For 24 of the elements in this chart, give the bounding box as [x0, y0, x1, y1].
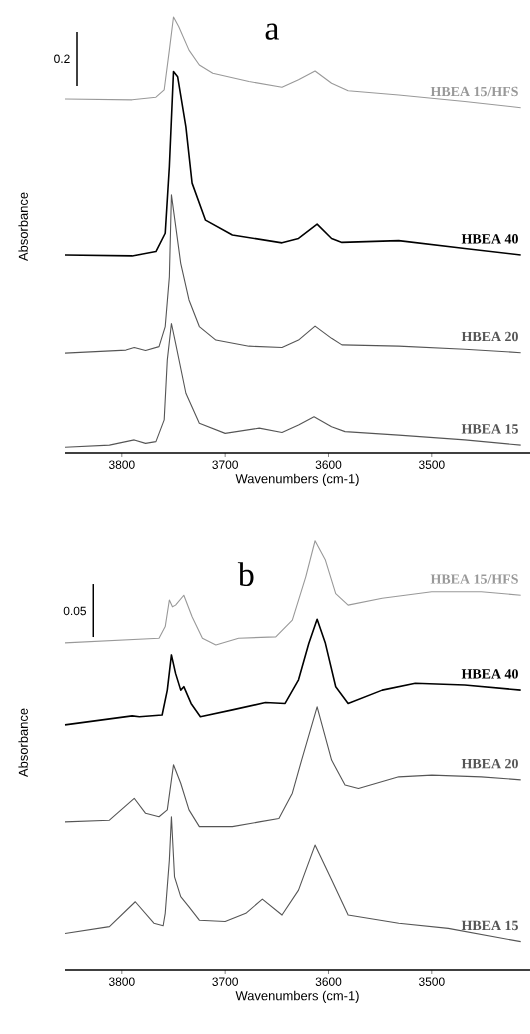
- x-tick-label: 3800: [108, 460, 135, 469]
- x-tick-label: 3800: [108, 977, 135, 986]
- series-label: HBEA 15/HFS: [430, 86, 518, 97]
- x-tick-label: 3500: [418, 460, 445, 469]
- x-tick-label: 3700: [212, 460, 238, 469]
- series-label: HBEA 40: [461, 234, 518, 244]
- chart-title: b: [237, 562, 254, 587]
- series-label: HBEA 15/HFS: [430, 574, 518, 584]
- series-label: HBEA 15: [461, 920, 518, 931]
- series-label: HBEA 20: [461, 331, 518, 342]
- chart-title: a: [265, 23, 279, 40]
- series-label: HBEA 15: [461, 424, 518, 434]
- x-tick-label: 3600: [315, 977, 342, 986]
- y-axis-title: Absorbance: [18, 192, 28, 262]
- series-label: HBEA 20: [461, 758, 518, 769]
- series-label: HBEA 40: [461, 669, 518, 679]
- x-axis-title: Wavenumbers (cm-1): [235, 473, 359, 486]
- y-axis-title: Absorbance: [18, 708, 28, 778]
- annotation: 0.05: [63, 606, 87, 616]
- x-tick-label: 3700: [212, 977, 238, 986]
- x-tick-label: 3600: [315, 460, 342, 469]
- x-axis-title: Wavenumbers (cm-1): [235, 990, 359, 1003]
- x-tick-label: 3500: [418, 977, 445, 986]
- annotation: 0.2: [54, 54, 70, 63]
